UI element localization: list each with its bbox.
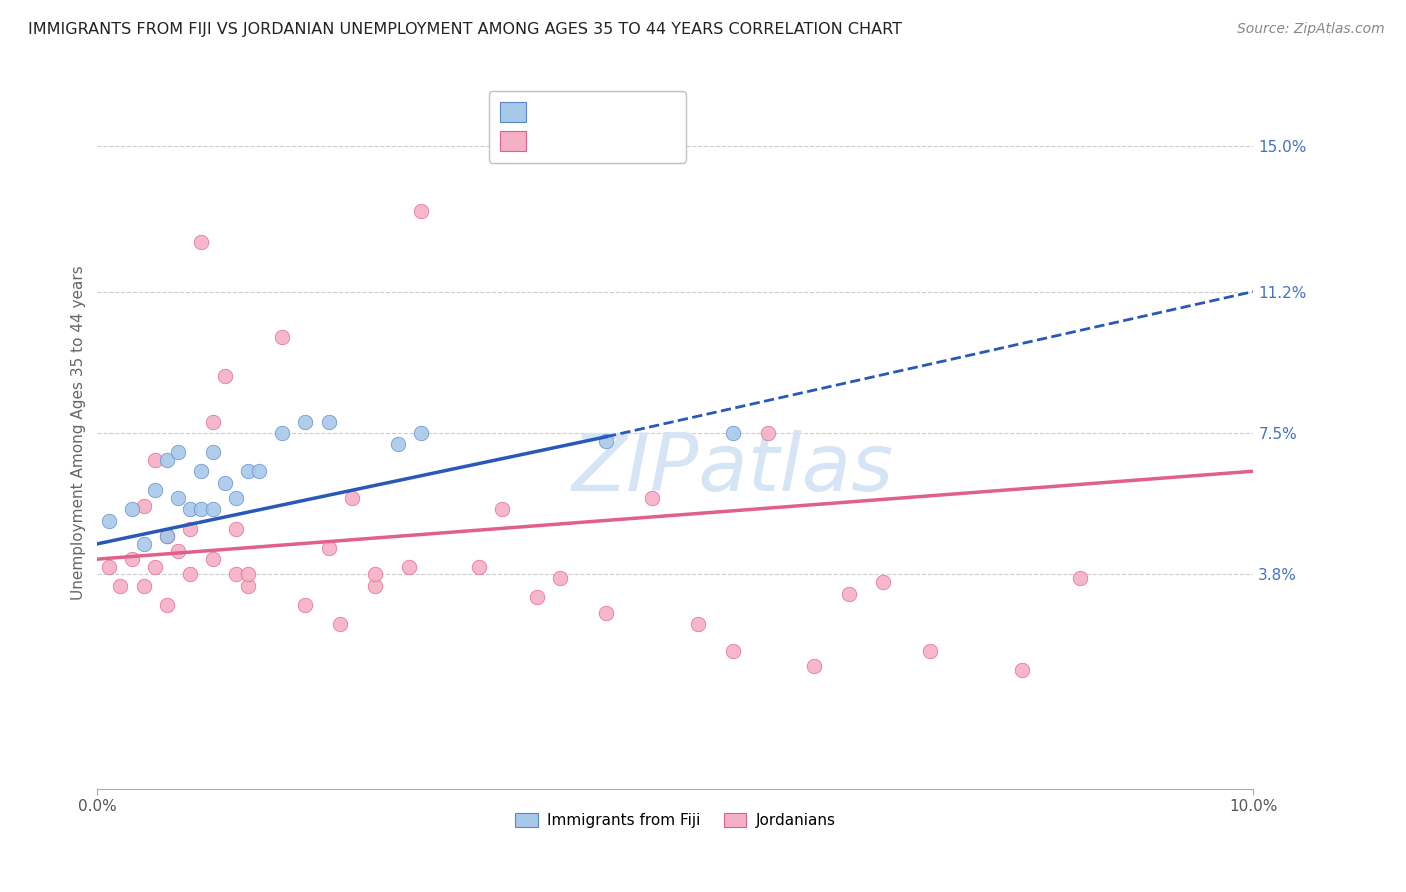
- Point: [110, 579, 132, 593]
- Text: 0.113: 0.113: [574, 130, 636, 150]
- Point: [179, 502, 201, 516]
- Point: [236, 464, 259, 478]
- Point: [409, 204, 432, 219]
- Point: [97, 514, 120, 528]
- Point: [236, 579, 259, 593]
- Point: [190, 235, 212, 249]
- Point: [190, 502, 212, 516]
- Point: [1011, 663, 1033, 677]
- Point: [97, 559, 120, 574]
- Point: [214, 475, 236, 490]
- Point: [236, 567, 259, 582]
- Point: [156, 529, 179, 543]
- Point: [526, 591, 548, 605]
- Point: [214, 368, 236, 383]
- Point: [201, 552, 224, 566]
- Point: [121, 552, 143, 566]
- Point: [387, 437, 409, 451]
- Point: [247, 464, 270, 478]
- Point: [190, 464, 212, 478]
- Point: [167, 544, 190, 558]
- Point: [294, 598, 316, 612]
- Point: [271, 330, 294, 344]
- Point: [121, 502, 143, 516]
- Point: [688, 617, 710, 632]
- Point: [201, 502, 224, 516]
- Text: IMMIGRANTS FROM FIJI VS JORDANIAN UNEMPLOYMENT AMONG AGES 35 TO 44 YEARS CORRELA: IMMIGRANTS FROM FIJI VS JORDANIAN UNEMPL…: [28, 22, 903, 37]
- Point: [201, 415, 224, 429]
- Point: [179, 567, 201, 582]
- Point: [179, 522, 201, 536]
- Point: [756, 425, 779, 440]
- Point: [294, 415, 316, 429]
- Point: [721, 425, 744, 440]
- Point: [364, 579, 387, 593]
- Point: [143, 452, 166, 467]
- Point: [918, 644, 941, 658]
- Point: [132, 579, 155, 593]
- Point: [132, 537, 155, 551]
- Point: [318, 541, 340, 555]
- Text: R =: R =: [531, 130, 579, 150]
- Point: [225, 567, 247, 582]
- Point: [201, 445, 224, 459]
- Legend: Immigrants from Fiji, Jordanians: Immigrants from Fiji, Jordanians: [509, 807, 842, 834]
- Text: R =: R =: [531, 98, 574, 117]
- Text: 24: 24: [644, 98, 672, 117]
- Text: N =: N =: [610, 130, 666, 150]
- Point: [595, 434, 617, 448]
- Point: [132, 499, 155, 513]
- Point: [641, 491, 664, 505]
- Point: [398, 559, 420, 574]
- Text: 44: 44: [644, 130, 672, 150]
- Point: [721, 644, 744, 658]
- Point: [225, 522, 247, 536]
- Point: [364, 567, 387, 582]
- Point: [595, 606, 617, 620]
- Point: [872, 575, 894, 590]
- Point: [167, 491, 190, 505]
- Point: [156, 452, 179, 467]
- Point: [318, 415, 340, 429]
- Point: [838, 586, 860, 600]
- Point: [225, 491, 247, 505]
- Text: 0.394: 0.394: [564, 98, 626, 117]
- Point: [156, 529, 179, 543]
- Point: [167, 445, 190, 459]
- Point: [1069, 571, 1091, 585]
- Point: [548, 571, 571, 585]
- Point: [491, 502, 513, 516]
- Point: [409, 425, 432, 440]
- Point: [468, 559, 491, 574]
- Point: [156, 598, 179, 612]
- Point: [143, 483, 166, 498]
- Text: ZIPatlas: ZIPatlas: [572, 430, 894, 508]
- Y-axis label: Unemployment Among Ages 35 to 44 years: Unemployment Among Ages 35 to 44 years: [72, 266, 86, 600]
- Point: [340, 491, 363, 505]
- Point: [143, 559, 166, 574]
- Text: Source: ZipAtlas.com: Source: ZipAtlas.com: [1237, 22, 1385, 37]
- Text: N =: N =: [603, 98, 658, 117]
- Point: [803, 659, 825, 673]
- Point: [329, 617, 352, 632]
- Point: [271, 425, 294, 440]
